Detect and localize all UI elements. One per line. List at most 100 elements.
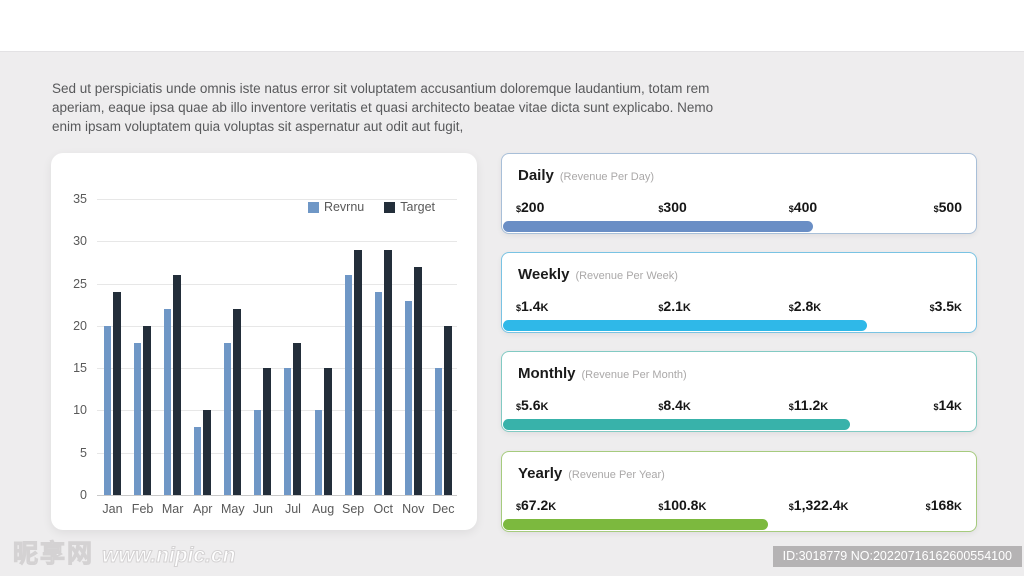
tick-number: 200 — [521, 199, 545, 215]
gridline-0 — [97, 495, 457, 496]
currency-symbol: $ — [788, 303, 794, 313]
y-axis-label: 0 — [80, 488, 87, 502]
tick-suffix: K — [540, 401, 549, 413]
legend-swatch-icon — [384, 201, 396, 213]
y-axis-label: 20 — [73, 318, 87, 333]
month-group-may: May — [221, 199, 245, 516]
currency-symbol: $ — [658, 204, 664, 214]
tick-number: 67.2 — [521, 497, 549, 513]
tick-suffix: K — [954, 401, 962, 413]
card-header: Yearly (Revenue Per Year) — [518, 465, 665, 482]
target-bar — [173, 275, 182, 495]
revrnu-bar — [224, 342, 232, 495]
legend-item-revrnu: Revrnu — [307, 200, 365, 214]
tick-suffix: K — [954, 302, 962, 314]
tick-number: 14 — [938, 397, 955, 413]
tick-value: $1,322.4K — [789, 497, 849, 513]
watermark-logo: 昵享网 www.nipic.cn — [12, 534, 235, 570]
bars-row: Jan Feb Mar Apr May Jun Jul Aug Sep Oct Nov Dec — [97, 199, 457, 516]
tick-value: $168K — [926, 497, 962, 513]
revenue-card-monthly: Monthly (Revenue Per Month) $5.6K $8.4K $11.… — [501, 351, 977, 432]
id-badge: ID:3018779 NO:20220716162600554100 — [772, 546, 1022, 567]
currency-symbol: $ — [516, 502, 522, 512]
tick-value: $1.4K — [516, 298, 548, 314]
tick-row: $5.6K $8.4K $11.2K $14K — [502, 397, 976, 415]
revrnu-bar — [344, 275, 352, 495]
card-header: Weekly (Revenue Per Week) — [518, 266, 678, 283]
tick-number: 2.1 — [663, 298, 683, 314]
tick-suffix: K — [954, 501, 962, 513]
bar-chart-card: Revrnu Target 0 5 10 15 20 25 30 35 Jan Feb Mar Apr M… — [51, 153, 477, 530]
bar-chart-plot-area: 0 5 10 15 20 25 30 35 Jan Feb Mar Apr May Jun Jul Aug Se… — [73, 192, 457, 516]
revrnu-bar — [104, 325, 111, 495]
month-group-apr: Apr — [193, 199, 212, 516]
y-axis-label: 5 — [80, 445, 87, 460]
tick-value: $67.2K — [516, 497, 556, 513]
revrnu-bar — [434, 368, 442, 495]
revrnu-bar — [374, 292, 382, 495]
y-axis-label: 10 — [73, 403, 87, 418]
x-axis-label: Oct — [373, 502, 393, 516]
card-title: Yearly — [518, 465, 563, 482]
tick-suffix: K — [840, 501, 849, 513]
tick-value: $300 — [658, 199, 686, 215]
tick-value: $200 — [516, 199, 544, 215]
x-axis-label: Aug — [311, 502, 335, 516]
target-bar — [263, 368, 272, 495]
tick-value: $11.2K — [789, 397, 828, 413]
bar-pair — [224, 308, 242, 495]
x-axis-label: Dec — [432, 502, 455, 516]
x-axis-label: Nov — [402, 502, 425, 516]
tick-value: $100.8K — [658, 497, 706, 513]
tick-suffix: K — [540, 302, 549, 314]
bar-pair — [434, 325, 452, 495]
month-group-jul: Jul — [284, 199, 302, 516]
target-bar — [353, 249, 362, 495]
tick-value: $500 — [934, 199, 962, 215]
bar-pair — [314, 368, 332, 495]
gridline-10 — [97, 410, 457, 412]
x-axis-label: Feb — [131, 502, 154, 516]
tick-value: $2.8K — [789, 298, 821, 314]
currency-symbol: $ — [925, 502, 931, 512]
tick-number: 2.8 — [793, 298, 814, 314]
revrnu-bar — [134, 342, 142, 495]
tick-row: $200 $300 $400 $500 — [502, 199, 976, 217]
gridline-35 — [97, 199, 457, 200]
month-group-jun: Jun — [253, 199, 273, 516]
card-header: Monthly (Revenue Per Month) — [518, 365, 687, 382]
month-group-jan: Jan — [102, 199, 123, 516]
revrnu-bar — [254, 410, 262, 495]
legend-item-target: Target — [384, 200, 435, 214]
legend-label: Revrnu — [323, 200, 365, 214]
currency-symbol: $ — [933, 204, 939, 214]
x-axis-label: Apr — [193, 502, 213, 516]
bar-pair — [104, 292, 121, 495]
top-white-band — [0, 0, 1024, 52]
month-group-nov: Nov — [402, 199, 424, 516]
revrnu-bar — [194, 427, 202, 495]
tick-number: 1.4 — [521, 298, 541, 314]
progress-fill — [503, 519, 768, 530]
card-subtitle: (Revenue Per Week) — [575, 270, 678, 282]
month-group-aug: Aug — [312, 199, 334, 516]
currency-symbol: $ — [933, 402, 939, 412]
tick-value: $3.5K — [930, 298, 962, 314]
intro-paragraph: Sed ut perspiciatis unde omnis iste natu… — [52, 81, 714, 134]
y-axis-label: 30 — [73, 234, 87, 249]
gridline-5 — [97, 452, 457, 454]
revrnu-bar — [404, 300, 412, 495]
tick-suffix: K — [698, 501, 707, 513]
tick-suffix: K — [548, 501, 557, 513]
gridline-15 — [97, 368, 457, 370]
bar-pair — [344, 249, 362, 495]
tick-value: $400 — [789, 199, 817, 215]
revenue-card-daily: Daily (Revenue Per Day) $200 $300 $400 $500 — [501, 153, 977, 234]
target-bar — [233, 308, 242, 495]
y-axis-label: 25 — [73, 276, 87, 291]
card-subtitle: (Revenue Per Day) — [559, 171, 655, 183]
currency-symbol: $ — [788, 502, 794, 512]
target-bar — [413, 266, 422, 495]
x-axis-label: Sep — [342, 502, 365, 516]
card-title: Weekly — [518, 266, 570, 283]
